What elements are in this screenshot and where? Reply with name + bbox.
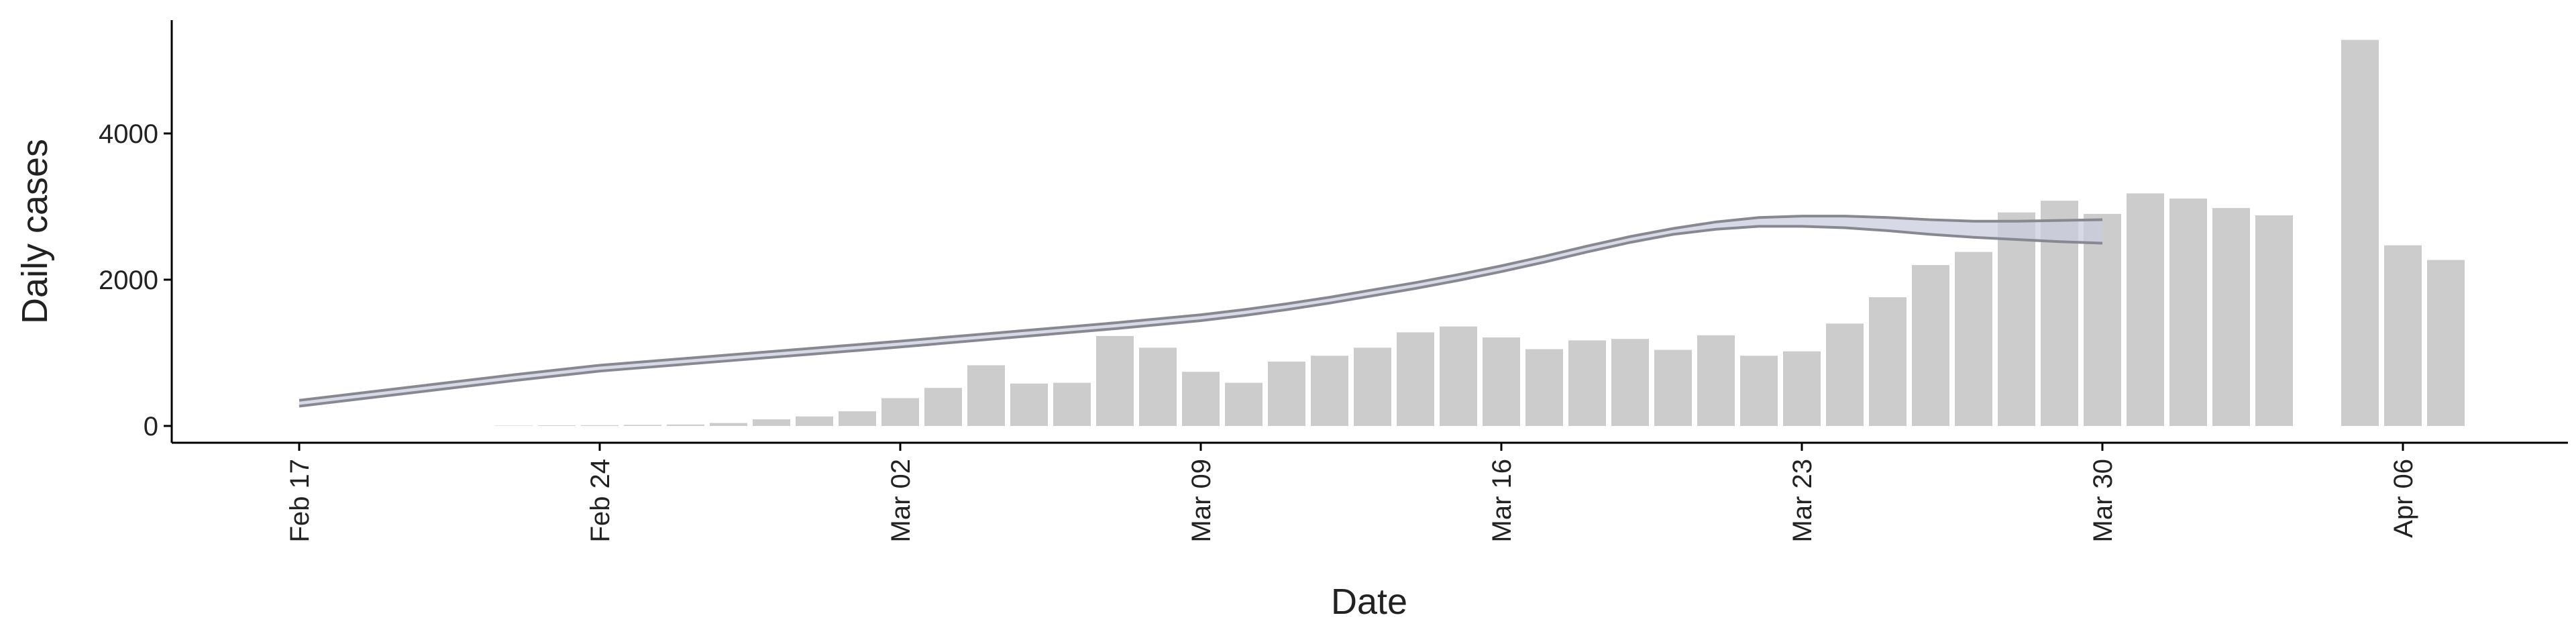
bar	[2127, 193, 2164, 426]
x-tick-label: Feb 17	[285, 459, 315, 543]
bar	[1268, 362, 1305, 426]
bar	[1998, 212, 2035, 426]
x-tick-label: Mar 02	[886, 459, 916, 543]
ribbon-line	[299, 225, 2103, 408]
bar	[1611, 339, 1649, 426]
bar	[1139, 347, 1177, 426]
x-tick-label: Mar 23	[1788, 459, 1817, 543]
x-axis-title: Date	[1331, 582, 1407, 622]
x-tick-label: Mar 16	[1487, 459, 1517, 543]
x-tick-label: Feb 24	[586, 459, 615, 543]
bar	[1697, 335, 1735, 426]
ribbon-line	[299, 215, 2103, 402]
bar	[1654, 350, 1692, 426]
x-tick-label: Mar 30	[2088, 459, 2118, 543]
bar	[667, 424, 704, 426]
bar	[967, 365, 1005, 426]
bar	[1483, 337, 1520, 426]
bar	[2255, 215, 2293, 426]
bar	[839, 411, 876, 426]
y-tick-label: 4000	[99, 119, 158, 149]
bar	[2212, 208, 2250, 426]
bar	[1525, 349, 1563, 426]
bar	[1783, 351, 1821, 426]
bar	[1182, 372, 1220, 426]
bar	[710, 423, 747, 426]
bar	[2169, 198, 2207, 426]
bar	[1096, 335, 1134, 426]
bar	[753, 419, 790, 426]
y-tick-label: 0	[144, 412, 158, 441]
bar	[624, 425, 661, 426]
bar	[1869, 297, 1907, 426]
bar	[538, 425, 576, 426]
x-tick-label: Mar 09	[1187, 459, 1216, 543]
bar	[1568, 340, 1606, 426]
bar	[495, 425, 533, 426]
bar	[1826, 323, 1864, 426]
bar	[1397, 332, 1434, 426]
bar	[796, 416, 833, 426]
bar	[1440, 326, 1477, 426]
bar	[2384, 245, 2422, 426]
bar	[1955, 252, 1992, 426]
bar	[881, 398, 919, 426]
bar	[2341, 40, 2379, 426]
bar	[1354, 347, 1391, 426]
bar	[1740, 356, 1778, 426]
y-tick-label: 2000	[99, 266, 158, 295]
bar	[581, 425, 619, 426]
bar	[1225, 382, 1263, 426]
y-axis-title: Daily cases	[15, 139, 55, 324]
bar	[1053, 382, 1091, 426]
bar	[2084, 213, 2121, 426]
bar	[1010, 383, 1048, 426]
x-tick-label: Apr 06	[2389, 459, 2418, 538]
bar	[924, 388, 962, 426]
bar	[1912, 265, 1949, 426]
bar	[1311, 356, 1348, 426]
bar	[2427, 260, 2465, 426]
